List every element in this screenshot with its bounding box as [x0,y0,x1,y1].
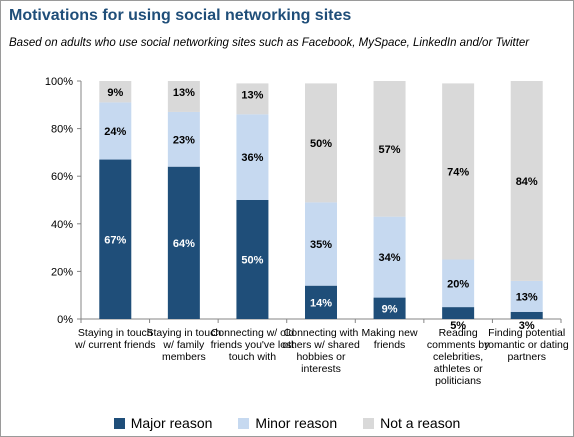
legend-swatch-minor [238,417,250,429]
data-label-major: 3% [519,320,535,332]
data-label-major: 64% [173,238,195,250]
legend-item-major: Major reason [113,415,213,431]
data-label-major: 9% [382,303,398,315]
chart-title: Motivations for using social networking … [9,7,352,24]
bar-segment-major [167,166,200,319]
category-label: Making new friends [361,327,418,351]
bar-segment-not [167,81,200,112]
bar-segment-minor [99,102,132,160]
data-label-not: 13% [241,89,263,101]
legend-label-minor: Minor reason [255,415,338,431]
data-label-not: 57% [379,144,401,156]
bar-segment-not [373,81,406,217]
bar-segment-major [373,297,406,319]
y-tick-label: 20% [51,266,73,278]
y-tick-label: 80% [51,124,73,136]
category-label: Connecting with others w/ shared hobbies… [282,327,360,375]
data-label-not: 50% [310,138,332,150]
bar-segment-minor [373,216,406,298]
bar-segment-minor [510,280,543,312]
category-label: Staying in touch w/ current friends [75,327,156,351]
category-label: Staying in touch w/ family members [146,327,222,363]
bar-segment-minor [236,114,269,200]
legend-item-not: Not a reason [363,415,460,431]
legend-swatch-not [363,417,375,429]
bar-segment-major [305,285,337,319]
y-tick-label: 100% [45,76,73,88]
bar-segment-major [99,159,132,319]
data-label-minor: 35% [310,239,332,251]
bar-segment-major [236,200,269,319]
bar-segment-major [510,311,543,319]
legend-item-minor: Minor reason [238,415,337,431]
chart-subtitle: Based on adults who use social networkin… [9,37,530,49]
bar-segment-not [236,83,269,115]
y-tick-label: 60% [51,171,73,183]
bar-segment-minor [305,202,337,286]
category-label: Connecting w/ old friends you've lost to… [210,327,295,363]
data-label-minor: 24% [104,126,126,138]
data-label-minor: 13% [516,291,538,303]
data-label-major: 67% [104,234,126,246]
legend-label-major: Major reason [130,415,213,431]
data-label-minor: 23% [173,134,195,146]
legend-swatch-major [113,417,125,429]
category-label: Reading comments by celebrities, athlete… [426,327,490,387]
bar-segment-minor [167,111,200,167]
y-tick-label: 40% [51,219,73,231]
legend: Major reason Minor reason Not a reason [1,415,573,431]
data-label-minor: 36% [241,152,263,164]
data-label-not: 13% [173,87,195,99]
data-label-not: 9% [107,87,123,99]
data-label-minor: 20% [447,278,469,290]
bar-segment-not [510,81,543,281]
data-label-major: 5% [450,320,466,332]
data-label-major: 50% [241,255,263,267]
bar-segment-not [305,83,337,203]
data-label-not: 74% [447,166,469,178]
bar-segment-not [442,83,475,260]
y-tick-label: 0% [57,314,73,326]
category-label: Finding potential romantic or dating par… [484,327,569,363]
data-label-minor: 34% [379,252,401,264]
data-label-not: 84% [516,176,538,188]
bar-segment-not [99,81,132,103]
bar-segment-minor [442,259,475,308]
data-label-major: 14% [310,297,332,309]
bar-segment-major [442,307,475,319]
legend-label-not: Not a reason [380,415,461,431]
